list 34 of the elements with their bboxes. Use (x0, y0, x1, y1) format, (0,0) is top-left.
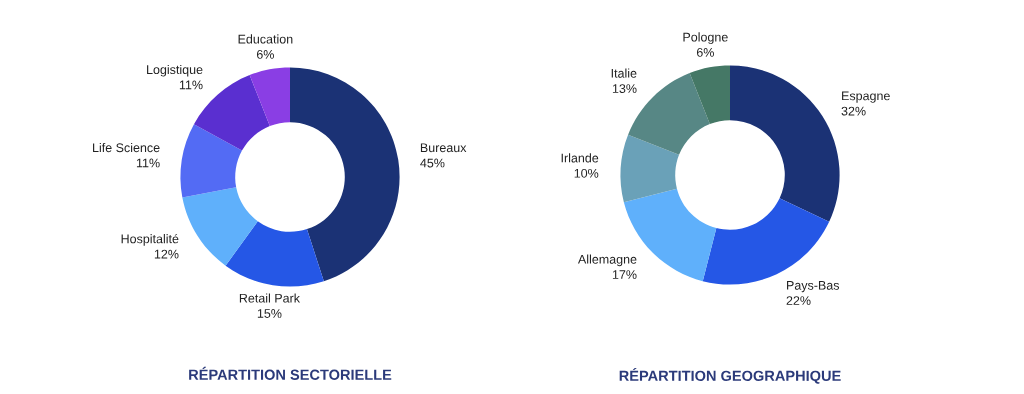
slice-label: Logistique (147, 64, 203, 77)
data-label: 17% (612, 270, 637, 279)
slice-label: Espagne (842, 91, 890, 103)
text: RÉPARTITION GEOGRAPHIQUE (619, 367, 841, 384)
data-label: 11% (179, 80, 203, 90)
data-label: 22% (786, 296, 811, 305)
data-label: 15% (257, 309, 282, 318)
slice-label: Pays-Bas (787, 281, 840, 293)
slice-label: Hospitalité (121, 233, 179, 246)
data-label: 32% (841, 106, 866, 116)
slice-label: Pologne (683, 32, 728, 44)
donut-slice (180, 124, 242, 198)
slice-label: Italie (611, 68, 637, 78)
data-label: 6% (696, 47, 714, 57)
donut-slice (689, 65, 730, 125)
donut-slice (249, 67, 290, 127)
donut-slice (730, 65, 840, 222)
slice-label: Education (238, 34, 293, 44)
slice-label: Irlande (561, 153, 599, 163)
slice-label: Life Science (93, 142, 160, 153)
donut-slice (620, 134, 680, 203)
text: RÉPARTITION SECTORIELLE (189, 366, 392, 380)
slice-label: Retail Park (239, 293, 301, 303)
data-label: 45% (420, 158, 445, 168)
data-label: 13% (612, 84, 637, 93)
donut-slice (290, 67, 400, 282)
slice-label: Bureaux (420, 143, 467, 153)
donut-slice (225, 221, 324, 287)
data-label: 11% (136, 158, 160, 168)
data-label: 12% (154, 249, 179, 259)
data-label: 10% (574, 168, 599, 178)
donut-slice (182, 187, 258, 266)
slice-label: Allemagne (577, 254, 637, 267)
data-label: 6% (256, 49, 274, 59)
